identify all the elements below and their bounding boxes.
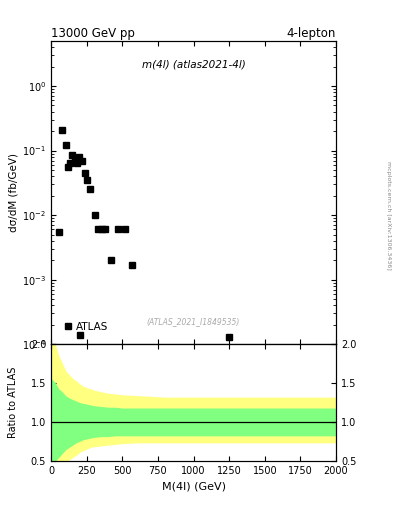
Y-axis label: dσ/dM (fb/GeV): dσ/dM (fb/GeV) xyxy=(8,153,18,232)
Text: 4-lepton: 4-lepton xyxy=(286,27,336,40)
ATLAS xyxy=(70,152,75,158)
ATLAS xyxy=(68,160,73,166)
ATLAS xyxy=(116,226,120,232)
ATLAS xyxy=(77,154,81,160)
ATLAS xyxy=(99,226,104,232)
ATLAS xyxy=(227,334,231,340)
ATLAS xyxy=(57,229,61,235)
ATLAS xyxy=(77,332,82,338)
Text: (ATLAS_2021_I1849535): (ATLAS_2021_I1849535) xyxy=(147,317,240,326)
Line: ATLAS: ATLAS xyxy=(56,127,232,339)
Text: m(4l) (atlas2021-4l): m(4l) (atlas2021-4l) xyxy=(142,59,245,69)
ATLAS xyxy=(130,262,135,268)
ATLAS xyxy=(96,226,101,232)
ATLAS xyxy=(66,164,71,170)
Text: mcplots.cern.ch [arXiv:1306.3436]: mcplots.cern.ch [arXiv:1306.3436] xyxy=(386,161,391,269)
ATLAS xyxy=(72,156,77,162)
ATLAS xyxy=(74,160,79,166)
X-axis label: M(4l) (GeV): M(4l) (GeV) xyxy=(162,481,226,491)
Y-axis label: Ratio to ATLAS: Ratio to ATLAS xyxy=(8,367,18,438)
ATLAS xyxy=(79,158,84,164)
Legend: ATLAS: ATLAS xyxy=(59,317,113,336)
ATLAS xyxy=(88,186,93,193)
ATLAS xyxy=(103,226,108,232)
Text: 13000 GeV pp: 13000 GeV pp xyxy=(51,27,135,40)
ATLAS xyxy=(108,257,113,263)
ATLAS xyxy=(82,170,87,176)
ATLAS xyxy=(60,127,65,133)
ATLAS xyxy=(85,177,90,183)
ATLAS xyxy=(123,226,128,232)
ATLAS xyxy=(92,212,97,218)
ATLAS xyxy=(64,142,68,148)
